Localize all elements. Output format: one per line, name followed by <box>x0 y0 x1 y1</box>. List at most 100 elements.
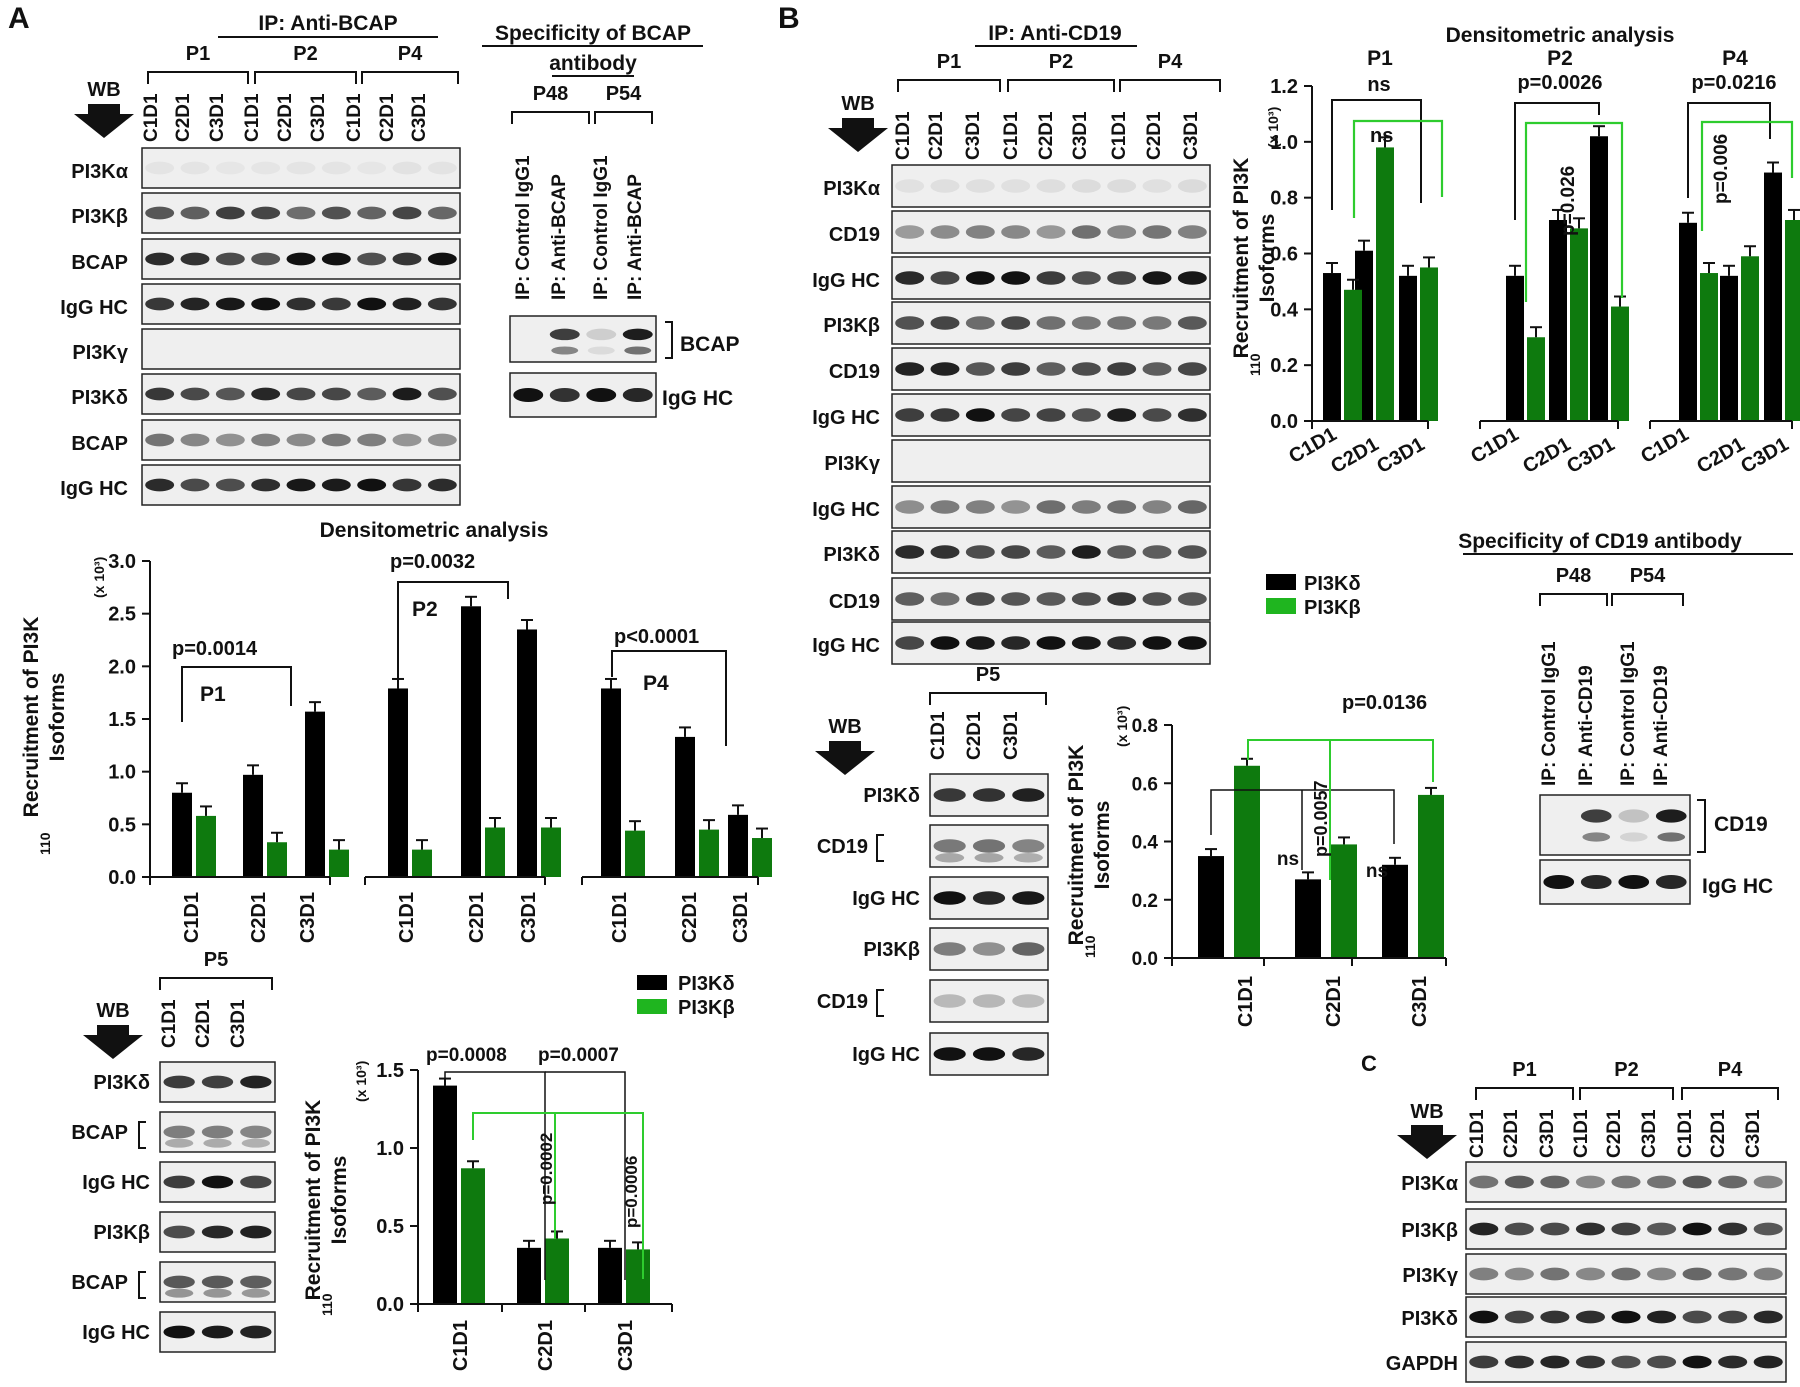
blot-band <box>1071 271 1101 285</box>
blot-band <box>1618 874 1650 890</box>
lane-label: IP: Anti-CD19 <box>1651 665 1672 786</box>
group-bracket <box>594 111 653 124</box>
group-bracket <box>1119 79 1221 92</box>
blot-band <box>1753 1355 1783 1369</box>
blot-band <box>145 206 175 220</box>
y-axis-label-line2: Isoforms <box>1256 214 1279 303</box>
blot-row-label: PI3Kδ <box>863 785 920 807</box>
blot-band <box>1107 545 1137 559</box>
lane-label: IP: Control IgG1 <box>591 155 612 300</box>
blot-band <box>427 433 457 447</box>
blot-band <box>1142 636 1172 650</box>
lane-label: C3D1 <box>1639 1109 1660 1158</box>
blot-band <box>1107 179 1137 193</box>
blot-band <box>215 252 245 266</box>
blot-band <box>145 478 175 492</box>
y-axis-label-line2: Isoforms <box>328 1156 351 1245</box>
blot-band <box>930 271 960 285</box>
lane-label: C3D1 <box>1181 111 1202 160</box>
x-tick-label: C1D1 <box>609 892 631 943</box>
y-tick-label: 1.2 <box>1270 76 1298 98</box>
blot-band <box>1618 809 1650 823</box>
blot-band <box>286 297 316 311</box>
ip-title-B: IP: Anti-CD19 <box>988 22 1121 45</box>
blot-band <box>1071 316 1101 330</box>
blot-band <box>1575 1355 1606 1369</box>
group-label: P1 <box>937 51 961 73</box>
blot-band <box>1071 362 1101 376</box>
spec-row-label: IgG HC <box>1702 875 1773 898</box>
blot-band <box>933 1047 966 1061</box>
blot-band <box>1646 1355 1677 1369</box>
blot-band <box>624 346 652 355</box>
group-label: P54 <box>1630 565 1666 587</box>
blot-band <box>1036 592 1066 606</box>
bar-pi3k-delta <box>1590 136 1608 421</box>
blot-band <box>933 839 966 853</box>
sig-bracket <box>1331 99 1422 210</box>
blot-band <box>1655 874 1687 890</box>
blot-row-label: PI3Kδ <box>1401 1308 1458 1330</box>
panel-letter-C: C <box>1361 1051 1377 1076</box>
group-label: P5 <box>976 664 1000 686</box>
blot-band <box>1142 362 1172 376</box>
group-bracket <box>1579 1087 1674 1100</box>
blot-band <box>392 478 422 492</box>
bar-pi3k-beta <box>541 827 561 877</box>
blot-row-label: PI3Kβ <box>863 939 920 961</box>
blot-band <box>930 636 960 650</box>
group-label: P4 <box>1158 51 1183 73</box>
blot-band <box>427 206 457 220</box>
bar-pi3k-delta <box>1764 172 1782 421</box>
blot-band <box>935 853 965 863</box>
blot-band <box>1142 179 1172 193</box>
blot-band <box>930 500 960 514</box>
blot-row-label: PI3Kβ <box>93 1222 150 1244</box>
bar-pi3k-beta <box>267 842 287 877</box>
y-tick-label: 0.0 <box>376 1294 404 1316</box>
lane-label: IP: Anti-CD19 <box>1576 665 1597 786</box>
bar-pi3k-beta <box>625 830 645 877</box>
blot-band <box>180 206 210 220</box>
p-value: p=0.0026 <box>1517 72 1602 94</box>
x-tick-label: C3D1 <box>1737 433 1792 478</box>
bar-pi3k-beta <box>1700 273 1718 421</box>
blot-band <box>972 942 1006 956</box>
lane-label: C3D1 <box>228 999 249 1048</box>
blot-band <box>1682 1222 1712 1236</box>
blot-band <box>1611 1310 1641 1324</box>
blot-band <box>965 179 995 193</box>
wb-arrow-icon <box>83 1025 143 1059</box>
x-tick-label: C3D1 <box>730 892 752 943</box>
p-value: p=0.0002 <box>537 1133 556 1205</box>
lane-label: C1D1 <box>1001 111 1022 160</box>
y-tick-label: 0.4 <box>1270 299 1299 321</box>
blot-band <box>145 297 175 311</box>
blot-band <box>286 252 316 266</box>
blot-band <box>427 387 457 401</box>
group-label: P5 <box>204 949 228 971</box>
blot-band <box>930 362 960 376</box>
blot-band <box>1540 1267 1570 1281</box>
blot-band <box>392 161 422 175</box>
blot-band <box>215 433 245 447</box>
blot-band <box>1142 592 1172 606</box>
blot-band <box>201 1275 234 1289</box>
blot-band <box>965 271 995 285</box>
blot-band <box>1682 1310 1712 1324</box>
x-tick-label: C2D1 <box>535 1320 557 1371</box>
blot-band <box>392 252 422 266</box>
blot-row-label: IgG HC <box>82 1322 150 1344</box>
blot-band <box>965 362 995 376</box>
blot-band <box>1655 809 1687 823</box>
blot-row-label: IgG HC <box>812 499 880 521</box>
row-bracket <box>876 989 884 1017</box>
y-tick-label: 0.6 <box>1270 244 1298 266</box>
bar-pi3k-beta <box>485 827 505 877</box>
panel-letter-A: A <box>8 2 30 35</box>
blot-band <box>1646 1222 1677 1236</box>
blot-band <box>1012 788 1045 802</box>
blot-row-label: CD19 <box>829 224 880 246</box>
blot-band <box>1469 1310 1499 1324</box>
